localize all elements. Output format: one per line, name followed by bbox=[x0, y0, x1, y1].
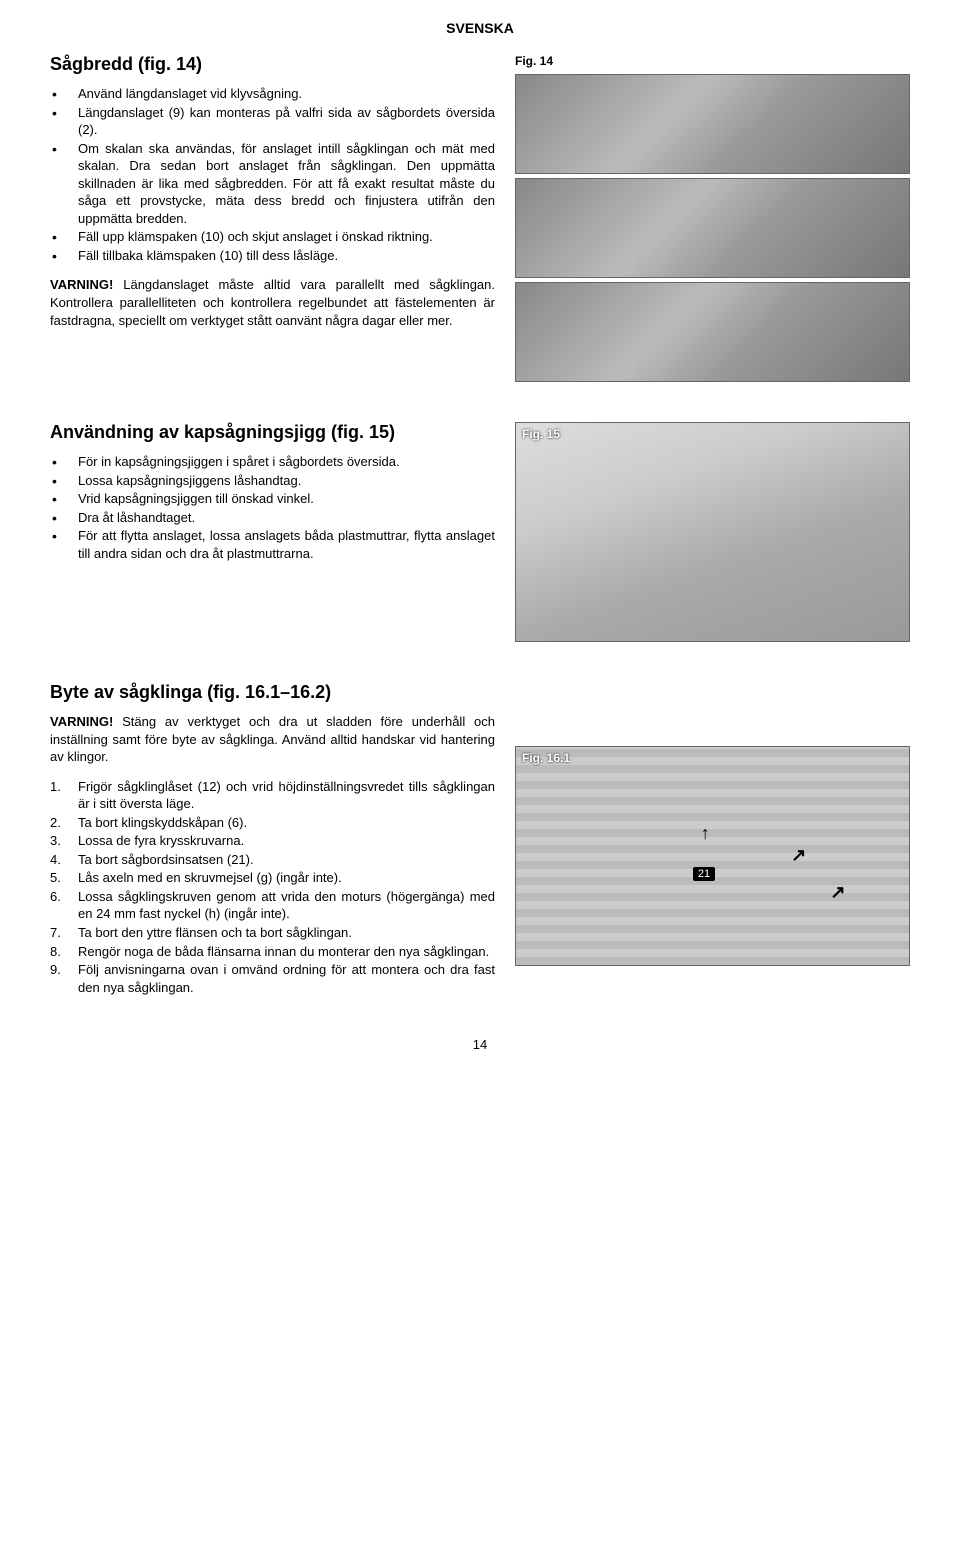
list-item: Längdanslaget (9) kan monteras på valfri… bbox=[50, 104, 495, 139]
list-item: 3. Lossa de fyra krysskruvarna. bbox=[50, 832, 495, 850]
list-item: 7. Ta bort den yttre flänsen och ta bort … bbox=[50, 924, 495, 942]
section1-warning: VARNING! Längdanslaget måste alltid vara… bbox=[50, 276, 495, 329]
list-num: 3. bbox=[50, 832, 61, 850]
page-number: 14 bbox=[50, 1037, 910, 1052]
fig14-image-1 bbox=[515, 74, 910, 174]
list-num: 9. bbox=[50, 961, 61, 979]
callout-21: 21 bbox=[693, 867, 715, 881]
list-item: 9. Följ anvisningarna ovan i omvänd ordni… bbox=[50, 961, 495, 996]
header-language: SVENSKA bbox=[50, 20, 910, 36]
fig15-inset-label: Fig. 15 bbox=[522, 427, 560, 441]
section2-text-col: Användning av kapsågningsjigg (fig. 15) … bbox=[50, 422, 495, 642]
list-text: Lossa sågklingskruven genom att vrida de… bbox=[78, 889, 495, 922]
list-item: Fäll upp klämspaken (10) och skjut ansla… bbox=[50, 228, 495, 246]
list-item: Om skalan ska användas, för anslaget int… bbox=[50, 140, 495, 228]
list-item: Lossa kapsågningsjiggens låshandtag. bbox=[50, 472, 495, 490]
list-num: 1. bbox=[50, 778, 61, 796]
list-item: Fäll tillbaka klämspaken (10) till dess … bbox=[50, 247, 495, 265]
warning-text: Stäng av verktyget och dra ut sladden fö… bbox=[50, 714, 495, 764]
fig16-image: Fig. 16.1 21 ↑ ↗ ↗ bbox=[515, 746, 910, 966]
list-item: Dra åt låshandtaget. bbox=[50, 509, 495, 527]
section2-title: Användning av kapsågningsjigg (fig. 15) bbox=[50, 422, 495, 443]
list-item: 5. Lås axeln med en skruvmejsel (g) (ingå… bbox=[50, 869, 495, 887]
warning-label: VARNING! bbox=[50, 714, 113, 729]
section-sagbredd: Sågbredd (fig. 14) Använd längdanslaget … bbox=[50, 54, 910, 382]
section3-figure-col: Fig. 16.1 21 ↑ ↗ ↗ bbox=[515, 682, 910, 997]
arrow-icon: ↑ bbox=[701, 823, 710, 844]
warning-text: Längdanslaget måste alltid vara parallel… bbox=[50, 277, 495, 327]
section3-text-col: Byte av sågklinga (fig. 16.1–16.2) VARNI… bbox=[50, 682, 495, 997]
list-item: Använd längdanslaget vid klyvsågning. bbox=[50, 85, 495, 103]
fig14-caption: Fig. 14 bbox=[515, 54, 910, 68]
list-text: Rengör noga de båda flänsarna innan du m… bbox=[78, 944, 489, 959]
list-num: 6. bbox=[50, 888, 61, 906]
fig14-image-3 bbox=[515, 282, 910, 382]
list-num: 8. bbox=[50, 943, 61, 961]
list-item: För att flytta anslaget, lossa anslagets… bbox=[50, 527, 495, 562]
list-text: Följ anvisningarna ovan i omvänd ordning… bbox=[78, 962, 495, 995]
list-num: 2. bbox=[50, 814, 61, 832]
section2-bullets: För in kapsågningsjiggen i spåret i sågb… bbox=[50, 453, 495, 562]
section1-title: Sågbredd (fig. 14) bbox=[50, 54, 495, 75]
arrow-icon: ↗ bbox=[830, 882, 845, 903]
list-text: Lossa de fyra krysskruvarna. bbox=[78, 833, 244, 848]
section-byte-sagklinga: Byte av sågklinga (fig. 16.1–16.2) VARNI… bbox=[50, 682, 910, 997]
fig-spacer bbox=[515, 682, 910, 742]
list-item: 6. Lossa sågklingskruven genom att vrida … bbox=[50, 888, 495, 923]
list-item: För in kapsågningsjiggen i spåret i sågb… bbox=[50, 453, 495, 471]
list-item: 4. Ta bort sågbordsinsatsen (21). bbox=[50, 851, 495, 869]
list-item: 8. Rengör noga de båda flänsarna innan du… bbox=[50, 943, 495, 961]
list-num: 4. bbox=[50, 851, 61, 869]
section1-text-col: Sågbredd (fig. 14) Använd längdanslaget … bbox=[50, 54, 495, 382]
list-text: Ta bort klingskyddskåpan (6). bbox=[78, 815, 247, 830]
list-text: Ta bort den yttre flänsen och ta bort så… bbox=[78, 925, 352, 940]
fig15-image: Fig. 15 bbox=[515, 422, 910, 642]
list-num: 5. bbox=[50, 869, 61, 887]
section2-figure-col: Fig. 15 bbox=[515, 422, 910, 642]
list-item: Vrid kapsågningsjiggen till önskad vinke… bbox=[50, 490, 495, 508]
warning-label: VARNING! bbox=[50, 277, 113, 292]
section-kapsagningsjigg: Användning av kapsågningsjigg (fig. 15) … bbox=[50, 422, 910, 642]
fig16-inset-label: Fig. 16.1 bbox=[522, 751, 570, 765]
list-text: Lås axeln med en skruvmejsel (g) (ingår … bbox=[78, 870, 342, 885]
fig14-image-2 bbox=[515, 178, 910, 278]
arrow-icon: ↗ bbox=[791, 845, 806, 866]
list-item: 2. Ta bort klingskyddskåpan (6). bbox=[50, 814, 495, 832]
list-item: 1. Frigör sågklinglåset (12) och vrid höj… bbox=[50, 778, 495, 813]
section3-numbered: 1. Frigör sågklinglåset (12) och vrid höj… bbox=[50, 778, 495, 997]
list-text: Ta bort sågbordsinsatsen (21). bbox=[78, 852, 254, 867]
section1-bullets: Använd längdanslaget vid klyvsågning. Lä… bbox=[50, 85, 495, 264]
section3-title: Byte av sågklinga (fig. 16.1–16.2) bbox=[50, 682, 495, 703]
list-num: 7. bbox=[50, 924, 61, 942]
section3-warning: VARNING! Stäng av verktyget och dra ut s… bbox=[50, 713, 495, 766]
list-text: Frigör sågklinglåset (12) och vrid höjdi… bbox=[78, 779, 495, 812]
section1-figure-col: Fig. 14 bbox=[515, 54, 910, 382]
